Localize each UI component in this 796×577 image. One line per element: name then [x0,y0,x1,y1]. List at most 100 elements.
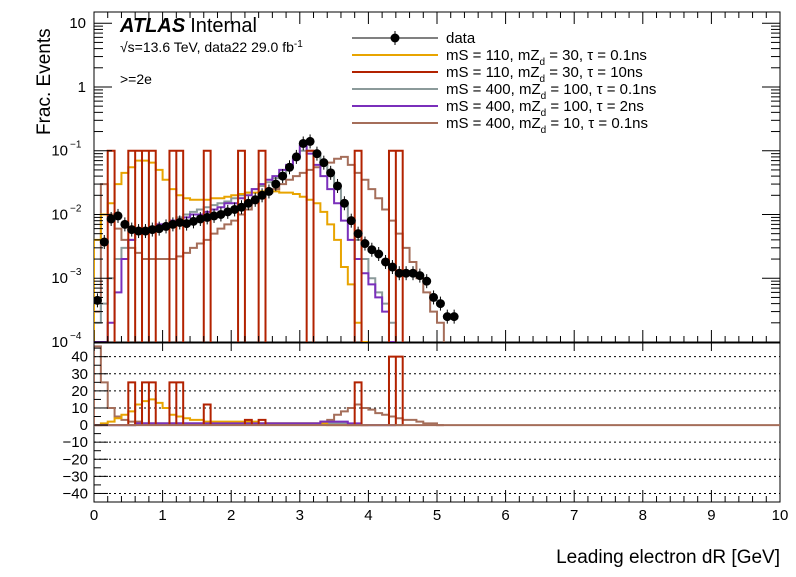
y-tick-exponent: −4 [70,331,82,342]
y-tick-label: 10 [69,15,86,32]
data-point [319,158,329,168]
data-point [408,268,418,278]
data-point [312,149,322,159]
data-point [353,229,363,239]
data-point [250,195,260,205]
ratio-y-tick-label: 20 [71,383,88,400]
data-point [120,219,130,229]
ratio-y-tick-label: −30 [63,468,88,485]
data-point [175,217,185,227]
legend-label-signal: mS = 110, mZd = 30, τ = 10ns [446,64,643,85]
data-point [257,190,267,200]
data-point [223,207,233,217]
data-point [374,249,384,259]
data-point [99,237,109,247]
y-tick-exponent: −3 [70,267,82,278]
x-tick-label: 4 [364,507,372,524]
data-point [435,299,445,309]
ratio-y-tick-label: 0 [80,417,88,434]
data-point [113,211,123,221]
data-point [216,209,226,219]
atlas-status: Internal [190,15,257,37]
y-tick-exponent: −2 [70,203,82,214]
data-point [291,152,301,162]
ratio-y-tick-label: 10 [71,400,88,417]
ratio-y-tick-label: −10 [63,434,88,451]
data-point [449,312,459,322]
y-tick-label: 10 [51,206,68,223]
data-point [168,219,178,229]
signal-hist-1 [106,149,404,342]
x-tick-label: 5 [433,507,441,524]
data-point [333,181,343,191]
y-axis-label: Frac. Events [34,28,55,135]
data-point [339,198,349,208]
data-point [195,214,205,224]
data-point [298,138,308,148]
data-point [94,295,102,305]
y-tick-label: 1 [78,79,86,96]
x-tick-label: 7 [570,507,578,524]
x-tick-label: 3 [296,507,304,524]
data-point [271,179,281,189]
legend-label-data: data [446,30,476,47]
ratio-y-tick-label: −20 [63,451,88,468]
data-point [394,268,404,278]
legend-label-signal: mS = 400, mZd = 10, τ = 0.1ns [446,115,648,136]
data-point [236,202,246,212]
data-point [140,226,150,236]
data-point [243,198,253,208]
selection-label: >=2e [120,71,152,87]
legend-label-signal: mS = 110, mZd = 30, τ = 0.1ns [446,47,647,68]
data-point [401,268,411,278]
x-tick-label: 0 [90,507,98,524]
x-tick-label: 2 [227,507,235,524]
ratio-hist-4 [94,345,444,427]
y-tick-label: 10 [51,334,68,351]
atlas-brand: ATLAS [119,15,186,37]
ratio-y-tick-label: 40 [71,349,88,366]
legend-label-signal: mS = 400, mZd = 100, τ = 2ns [446,98,644,119]
data-point [154,224,164,234]
ratio-hist-1 [127,355,404,426]
x-tick-label: 1 [158,507,166,524]
x-tick-label: 9 [707,507,715,524]
legend-marker-data-dot [390,33,400,43]
x-tick-label: 6 [501,507,509,524]
x-tick-label: 10 [772,507,789,524]
data-point [147,225,157,235]
data-point [161,221,171,231]
data-point [202,212,212,222]
data-point [264,186,274,196]
data-point [278,171,288,181]
data-point [367,245,377,255]
main-pad-frame [93,11,781,343]
data-point [127,225,137,235]
data-point [422,276,432,286]
data-point [346,216,356,226]
y-tick-label: 10 [51,270,68,287]
data-point [387,262,397,272]
lumi-unit-exponent: -1 [294,39,303,50]
y-tick-exponent: −1 [70,140,82,151]
data-point [326,168,336,178]
y-tick-label: 10 [51,143,68,160]
energy-lumi-group: √s=13.6 TeV, data22 29.0 fb-1 [120,39,303,55]
x-axis-label: Leading electron dR [GeV] [556,547,780,568]
data-point [415,271,425,281]
data-point [134,226,144,236]
x-tick-label: 8 [639,507,647,524]
legend-label-signal: mS = 400, mZd = 100, τ = 0.1ns [446,81,656,102]
signal-hist-2 [94,149,404,342]
data-point [188,216,198,226]
data-point [381,257,391,267]
ratio-y-tick-label: 30 [71,366,88,383]
data-point [106,214,116,224]
data-point [305,136,315,146]
data-point [230,204,240,214]
main-plot-area [94,134,459,342]
